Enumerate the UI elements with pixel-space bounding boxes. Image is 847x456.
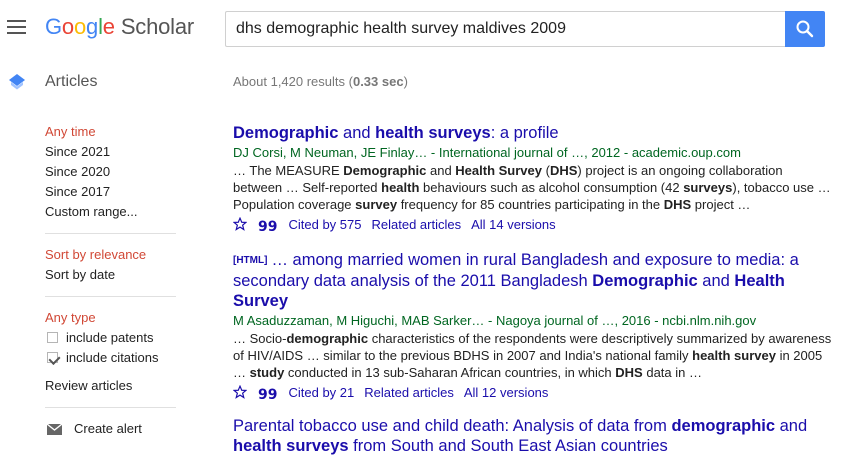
related-articles-link[interactable]: Related articles bbox=[371, 217, 462, 232]
checkbox-box[interactable] bbox=[47, 332, 58, 343]
include-patents-checkbox[interactable]: include patents bbox=[45, 328, 159, 348]
cite-quote-icon[interactable]: 99 bbox=[258, 219, 278, 235]
result-authors: M Asaduzzaman, M Higuchi, MAB Sarker… - … bbox=[233, 313, 757, 328]
any-type-filter[interactable]: Any type bbox=[45, 310, 96, 325]
checkbox-box[interactable] bbox=[47, 352, 61, 366]
create-alert-label: Create alert bbox=[74, 421, 142, 436]
search-icon bbox=[796, 20, 814, 38]
all-versions-link[interactable]: All 14 versions bbox=[471, 217, 556, 232]
result-actions: 99 Cited by 575 Related articles All 14 ver… bbox=[233, 216, 833, 236]
sidebar-divider bbox=[45, 407, 176, 408]
html-tag: [HTML] bbox=[233, 255, 268, 266]
articles-icon bbox=[9, 74, 25, 90]
search-button[interactable] bbox=[785, 11, 825, 47]
articles-label: Articles bbox=[45, 73, 98, 90]
result-title-link[interactable]: Demographic and health surveys: a profil… bbox=[233, 124, 559, 142]
result-title-link[interactable]: Parental tobacco use and child death: An… bbox=[233, 417, 808, 455]
cited-by-link[interactable]: Cited by 21 bbox=[288, 385, 355, 400]
result-authors: DJ Corsi, M Neuman, JE Finlay… - Interna… bbox=[233, 145, 741, 160]
save-star-icon[interactable] bbox=[233, 385, 247, 399]
search-result: Demographic and health surveys: a profil… bbox=[233, 123, 833, 236]
custom-range-filter[interactable]: Custom range... bbox=[45, 204, 138, 219]
since-2017-filter[interactable]: Since 2017 bbox=[45, 184, 111, 199]
time-filter: Any time Since 2021 Since 2020 Since 201… bbox=[45, 122, 138, 222]
review-articles-filter[interactable]: Review articles bbox=[45, 378, 133, 393]
sort-by-date[interactable]: Sort by date bbox=[45, 267, 116, 282]
any-time-filter[interactable]: Any time bbox=[45, 124, 96, 139]
all-versions-link[interactable]: All 12 versions bbox=[463, 385, 549, 400]
cite-quote-icon[interactable]: 99 bbox=[258, 387, 278, 403]
result-actions: 99 Cited by 21 Related articles All 12 vers… bbox=[233, 384, 833, 404]
result-snippet: … Socio-demographic characteristics of t… bbox=[233, 331, 832, 380]
related-articles-link[interactable]: Related articles bbox=[364, 385, 454, 400]
search-result: Parental tobacco use and child death: An… bbox=[233, 416, 833, 456]
type-filter: Any type include patents include citatio… bbox=[45, 308, 159, 396]
sidebar-divider bbox=[45, 296, 176, 297]
search-box bbox=[225, 11, 785, 47]
search-result: [HTML]… among married women in rural Ban… bbox=[233, 250, 833, 404]
header: Google Scholar bbox=[0, 0, 847, 58]
hamburger-menu-icon[interactable] bbox=[7, 20, 26, 34]
include-patents-label: include patents bbox=[66, 330, 154, 345]
since-2020-filter[interactable]: Since 2020 bbox=[45, 164, 111, 179]
sort-by-relevance[interactable]: Sort by relevance bbox=[45, 247, 147, 262]
include-citations-checkbox[interactable]: include citations bbox=[45, 348, 159, 368]
mail-icon bbox=[47, 424, 62, 435]
sort-filter: Sort by relevance Sort by date bbox=[45, 245, 146, 285]
google-scholar-logo[interactable]: Google Scholar bbox=[45, 14, 195, 39]
since-2021-filter[interactable]: Since 2021 bbox=[45, 144, 111, 159]
include-citations-label: include citations bbox=[66, 350, 159, 365]
checkmark-icon bbox=[48, 352, 61, 366]
save-star-icon[interactable] bbox=[233, 217, 247, 231]
results-count: About 1,420 results (0.33 sec) bbox=[233, 74, 408, 89]
cited-by-link[interactable]: Cited by 575 bbox=[288, 217, 362, 232]
result-title-link[interactable]: [HTML]… among married women in rural Ban… bbox=[233, 251, 799, 310]
search-input[interactable] bbox=[226, 12, 785, 46]
result-snippet: … The MEASURE Demographic and Health Sur… bbox=[233, 163, 831, 212]
sidebar-divider bbox=[45, 233, 176, 234]
